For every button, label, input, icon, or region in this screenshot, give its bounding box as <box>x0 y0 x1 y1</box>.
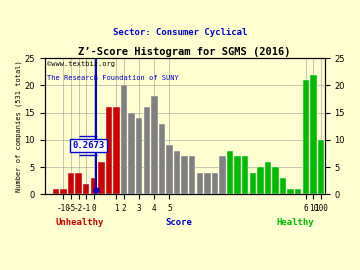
Text: Sector: Consumer Cyclical: Sector: Consumer Cyclical <box>113 28 247 37</box>
Text: Unhealthy: Unhealthy <box>56 218 104 227</box>
Text: ©www.textbiz.org: ©www.textbiz.org <box>47 61 115 67</box>
Bar <box>280 178 286 194</box>
Bar <box>166 146 173 194</box>
Bar <box>204 173 211 194</box>
Bar <box>151 96 158 194</box>
Bar <box>197 173 203 194</box>
Bar <box>68 173 74 194</box>
Title: Z’-Score Histogram for SGMS (2016): Z’-Score Histogram for SGMS (2016) <box>78 48 291 58</box>
Bar <box>288 189 294 194</box>
Bar <box>121 86 127 194</box>
Bar <box>310 75 317 194</box>
Bar <box>189 156 195 194</box>
Bar <box>318 140 324 194</box>
Bar <box>98 162 104 194</box>
Bar <box>136 118 143 194</box>
Bar <box>249 173 256 194</box>
Bar <box>144 107 150 194</box>
Text: Score: Score <box>166 218 193 227</box>
Bar <box>272 167 279 194</box>
Bar <box>219 156 226 194</box>
Bar <box>295 189 301 194</box>
Bar <box>242 156 248 194</box>
Bar <box>83 184 89 194</box>
Bar <box>129 113 135 194</box>
Bar <box>53 189 59 194</box>
Bar <box>106 107 112 194</box>
Text: 0.2673: 0.2673 <box>72 141 104 150</box>
Bar <box>174 151 180 194</box>
Bar <box>60 189 67 194</box>
Bar <box>265 162 271 194</box>
Bar <box>113 107 120 194</box>
Bar <box>181 156 188 194</box>
Bar <box>257 167 264 194</box>
Text: Healthy: Healthy <box>276 218 314 227</box>
Bar <box>227 151 233 194</box>
Bar <box>234 156 241 194</box>
Bar <box>75 173 82 194</box>
Text: The Research Foundation of SUNY: The Research Foundation of SUNY <box>47 75 179 80</box>
Bar <box>90 178 97 194</box>
Bar <box>303 80 309 194</box>
Bar <box>212 173 218 194</box>
Bar <box>159 124 165 194</box>
Y-axis label: Number of companies (531 total): Number of companies (531 total) <box>15 60 22 192</box>
